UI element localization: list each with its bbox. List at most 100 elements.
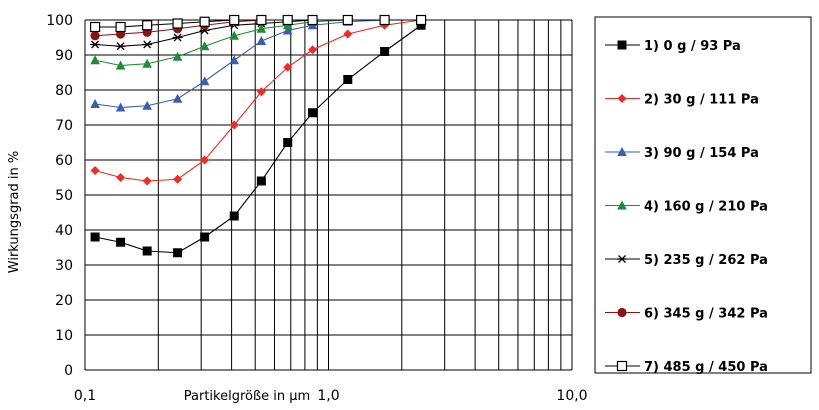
data-point [308,45,318,55]
data-point [200,155,210,165]
data-point [229,14,240,26]
y-axis-label: Wirkungsgrad in % [7,151,22,273]
data-point [229,55,240,65]
data-point [173,248,183,258]
x-tick-label: 0,1 [74,388,96,404]
series-line [94,19,422,182]
data-point [416,20,426,30]
y-tick-label: 50 [55,188,73,204]
legend-marker [617,200,627,210]
series-7 [89,14,427,33]
data-point [229,30,240,40]
data-point [142,40,153,49]
series-1 [90,20,426,258]
legend-marker [617,94,627,103]
data-point [229,120,239,130]
data-point [116,237,126,247]
data-point [142,20,153,31]
data-point [89,21,101,33]
data-point [115,60,126,70]
data-point [115,42,126,51]
series-line [95,19,422,109]
data-point [256,176,266,186]
legend-entry-2: 2) 30 g / 111 Pa [605,93,759,108]
data-point [199,16,210,27]
legend-box [594,16,812,374]
data-point [342,14,353,26]
data-point [90,99,100,108]
data-point [256,14,267,26]
data-point [379,14,390,26]
legend-entry-4: 4) 160 g / 210 Pa [605,200,768,215]
x-tick-label: 1,0 [317,388,339,404]
y-tick-label: 80 [55,83,73,99]
data-point [172,33,183,42]
y-tick-label: 40 [55,223,73,239]
legend: 1) 0 g / 93 Pa 2) 30 g / 111 Pa 3) 90 g / … [594,16,812,375]
data-point [256,23,267,33]
legend-entry-7: 7) 485 g / 450 Pa [605,360,768,375]
y-tick-label: 90 [55,48,73,64]
y-tick-label: 20 [55,293,73,309]
data-point [343,75,353,84]
data-point [142,58,152,68]
legend-entry-6: 6) 345 g / 342 Pa [605,307,768,322]
legend-label: 6) 345 g / 342 Pa [644,307,768,322]
legend-entry-5: 5) 235 g / 262 Pa [605,253,768,268]
y-tick-label: 70 [55,118,73,134]
legend-label: 5) 235 g / 262 Pa [644,253,768,268]
data-point [90,232,100,242]
grid [84,19,573,371]
series-layer [89,14,427,258]
data-point [116,173,126,182]
data-point [283,62,293,72]
legend-label: 4) 160 g / 210 Pa [644,200,768,215]
data-point [380,47,390,56]
data-point [199,76,210,86]
data-point [256,36,267,45]
data-point [283,138,293,147]
data-point [415,14,427,26]
data-point [90,55,100,65]
data-point [199,41,210,51]
data-point [142,176,152,186]
legend-label: 7) 485 g / 450 Pa [644,360,768,375]
legend-marker [617,307,627,318]
legend-entry-1: 1) 0 g / 93 Pa [605,39,741,54]
data-point [90,31,100,41]
legend-marker [617,147,627,156]
data-point [115,102,126,112]
legend-label: 1) 0 g / 93 Pa [644,39,741,54]
data-point [307,14,318,26]
y-tick-label: 60 [55,153,73,169]
y-tick-label: 10 [55,328,73,344]
legend-entry-3: 3) 90 g / 154 Pa [605,146,759,161]
data-point [282,14,293,26]
data-point [142,100,152,110]
data-point [172,51,183,61]
y-tick-label: 0 [64,363,73,379]
x-tick-label: 10,0 [556,388,587,404]
y-tick-label: 100 [46,13,73,29]
y-tick-label: 30 [55,258,73,274]
x-axis-label: Partikelgröße in µm [184,389,310,404]
data-point [343,29,353,39]
legend-label: 2) 30 g / 111 Pa [644,93,759,108]
data-point [172,18,183,29]
data-point [200,232,210,242]
legend-marker [616,360,628,372]
data-point [115,21,126,33]
data-point [172,93,183,103]
data-point [90,166,100,175]
axes: 0 10 20 30 40 50 60 70 80 90 100 0,1 1,0 10,0 [46,13,587,404]
data-point [256,87,266,97]
data-point [173,174,183,184]
legend-marker [617,255,627,263]
data-point [282,25,293,35]
data-point [229,211,239,221]
legend-label: 3) 90 g / 154 Pa [644,146,759,161]
data-point [308,108,318,118]
data-point [142,246,152,256]
